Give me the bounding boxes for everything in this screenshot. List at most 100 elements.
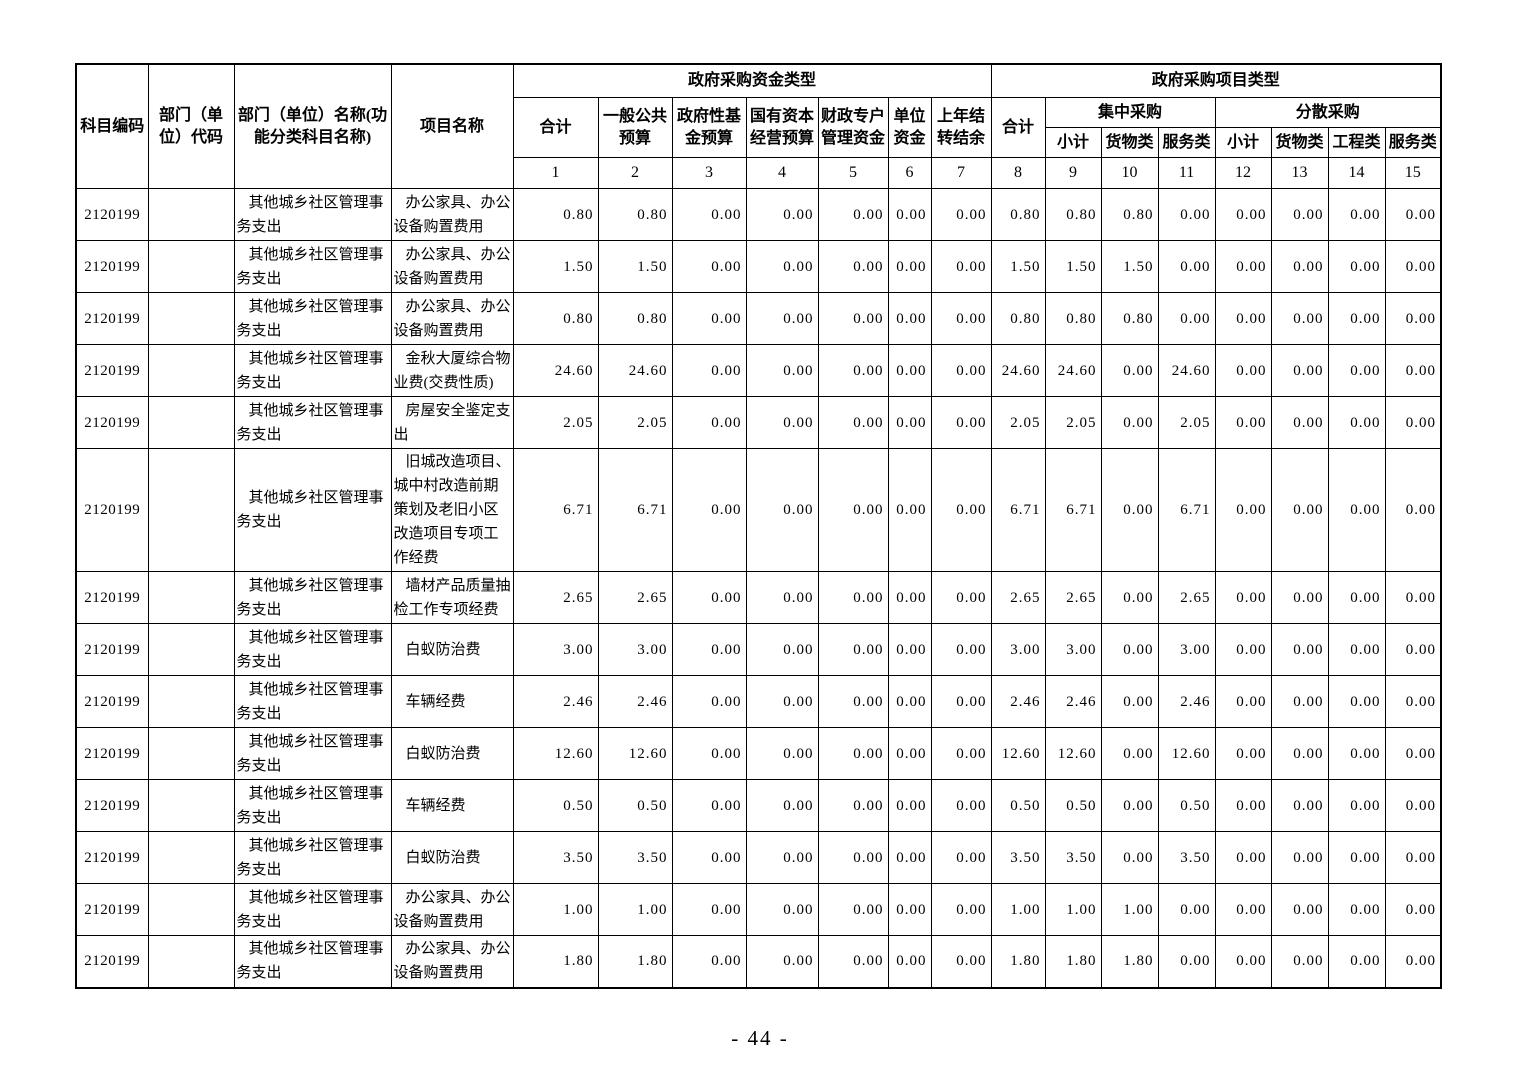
table-row: 2120199 其他城乡社区管理事务支出 白蚁防治费 3.50 3.50 0.00 0.00… (75, 831, 1442, 884)
value-cell: 0.00 (887, 344, 932, 397)
dept-code-cell (147, 188, 235, 241)
column-number: 8 (990, 157, 1046, 189)
value-cell: 0.00 (817, 675, 889, 728)
value-cell: 0.00 (671, 396, 747, 449)
value-cell: 6.71 (990, 448, 1046, 572)
value-cell: 2.05 (597, 396, 673, 449)
subject-code-cell: 2120199 (75, 623, 149, 676)
header-state-capital-budget: 国有资本经营预算 (745, 97, 819, 158)
column-number: 7 (930, 157, 992, 189)
value-cell: 2.46 (990, 675, 1046, 728)
value-cell: 0.00 (1384, 883, 1442, 936)
subject-code-cell: 2120199 (75, 448, 149, 572)
value-cell: 0.00 (1214, 727, 1272, 780)
value-cell: 12.60 (990, 727, 1046, 780)
value-cell: 24.60 (597, 344, 673, 397)
value-cell: 0.00 (887, 935, 932, 988)
value-cell: 0.00 (745, 448, 819, 572)
value-cell: 0.00 (930, 727, 992, 780)
value-cell: 0.00 (1270, 240, 1329, 293)
subject-code-cell: 2120199 (75, 831, 149, 884)
table-row: 2120199 其他城乡社区管理事务支出 金秋大厦综合物业费(交费性质) 24.60 2… (75, 344, 1442, 397)
value-cell: 0.50 (512, 779, 599, 832)
table-row: 2120199 其他城乡社区管理事务支出 墙材产品质量抽检工作专项经费 2.65 2.6… (75, 571, 1442, 624)
subject-code-cell: 2120199 (75, 396, 149, 449)
header-project-type-group: 政府采购项目类型 (990, 63, 1442, 98)
value-cell: 0.00 (817, 883, 889, 936)
dept-name-cell: 其他城乡社区管理事务支出 (233, 188, 392, 241)
project-name-cell: 房屋安全鉴定支出 (390, 396, 514, 449)
value-cell: 0.00 (1270, 292, 1329, 345)
value-cell: 0.00 (1327, 779, 1386, 832)
value-cell: 0.00 (671, 779, 747, 832)
column-number: 4 (745, 157, 819, 189)
dept-code-cell (147, 831, 235, 884)
table-row: 2120199 其他城乡社区管理事务支出 车辆经费 0.50 0.50 0.00 0.00 0… (75, 779, 1442, 832)
value-cell: 0.00 (1214, 571, 1272, 624)
value-cell: 1.80 (512, 935, 599, 988)
value-cell: 0.00 (1214, 240, 1272, 293)
column-number: 14 (1327, 157, 1386, 189)
table-row: 2120199 其他城乡社区管理事务支出 白蚁防治费 3.00 3.00 0.00 0.00… (75, 623, 1442, 676)
value-cell: 12.60 (597, 727, 673, 780)
value-cell: 0.00 (930, 571, 992, 624)
value-cell: 0.00 (1384, 831, 1442, 884)
project-name-cell: 旧城改造项目、城中村改造前期策划及老旧小区改造项目专项工作经费 (390, 448, 514, 572)
table-row: 2120199 其他城乡社区管理事务支出 办公家具、办公设备购置费用 0.80 0.80… (75, 188, 1442, 241)
subject-code-cell: 2120199 (75, 571, 149, 624)
value-cell: 0.00 (1327, 344, 1386, 397)
value-cell: 0.00 (1384, 240, 1442, 293)
value-cell: 0.00 (745, 779, 819, 832)
column-number: 15 (1384, 157, 1442, 189)
value-cell: 0.00 (1214, 188, 1272, 241)
value-cell: 2.65 (1157, 571, 1216, 624)
dept-code-cell (147, 571, 235, 624)
value-cell: 2.65 (990, 571, 1046, 624)
value-cell: 2.05 (1044, 396, 1102, 449)
value-cell: 2.65 (512, 571, 599, 624)
value-cell: 3.00 (990, 623, 1046, 676)
subject-code-cell: 2120199 (75, 675, 149, 728)
value-cell: 2.05 (990, 396, 1046, 449)
value-cell: 0.80 (1100, 188, 1159, 241)
subject-code-cell: 2120199 (75, 240, 149, 293)
value-cell: 0.00 (1214, 396, 1272, 449)
value-cell: 0.00 (817, 292, 889, 345)
value-cell: 3.50 (597, 831, 673, 884)
value-cell: 1.00 (597, 883, 673, 936)
value-cell: 0.00 (671, 727, 747, 780)
value-cell: 0.00 (1157, 240, 1216, 293)
dept-name-cell: 其他城乡社区管理事务支出 (233, 448, 392, 572)
value-cell: 0.00 (930, 448, 992, 572)
column-number-row: 1 2 3 4 5 6 7 8 9 10 11 12 13 14 15 (76, 157, 1442, 189)
value-cell: 0.00 (1327, 831, 1386, 884)
value-cell: 12.60 (512, 727, 599, 780)
value-cell: 0.80 (1044, 188, 1102, 241)
value-cell: 0.00 (1100, 675, 1159, 728)
value-cell: 0.00 (1100, 344, 1159, 397)
column-number: 2 (597, 157, 673, 189)
value-cell: 0.00 (817, 571, 889, 624)
value-cell: 0.00 (1214, 675, 1272, 728)
value-cell: 0.00 (887, 292, 932, 345)
value-cell: 0.00 (1384, 396, 1442, 449)
column-number: 11 (1157, 157, 1216, 189)
value-cell: 0.50 (597, 779, 673, 832)
value-cell: 1.50 (512, 240, 599, 293)
value-cell: 0.00 (887, 883, 932, 936)
column-number: 3 (671, 157, 747, 189)
value-cell: 0.00 (1327, 448, 1386, 572)
value-cell: 0.00 (1270, 571, 1329, 624)
value-cell: 0.00 (1327, 292, 1386, 345)
header-decentralized-goods: 货物类 (1270, 127, 1329, 158)
value-cell: 0.00 (1384, 623, 1442, 676)
value-cell: 0.50 (990, 779, 1046, 832)
value-cell: 0.80 (512, 188, 599, 241)
value-cell: 0.50 (1044, 779, 1102, 832)
value-cell: 0.00 (1100, 623, 1159, 676)
value-cell: 0.00 (887, 396, 932, 449)
value-cell: 0.00 (671, 344, 747, 397)
value-cell: 24.60 (1157, 344, 1216, 397)
value-cell: 0.00 (745, 883, 819, 936)
header-general-public-budget: 一般公共预算 (597, 97, 673, 158)
